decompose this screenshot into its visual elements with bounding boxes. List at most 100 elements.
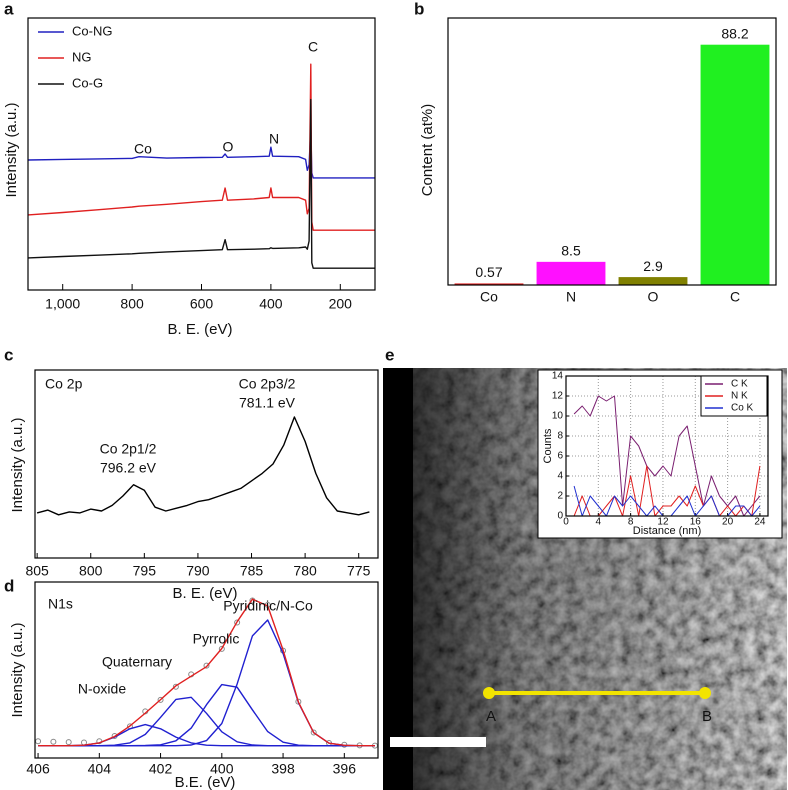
data-point: [203, 662, 210, 669]
annotation: C: [308, 39, 318, 55]
x-tick-label: O: [648, 289, 659, 305]
y-tick-label: 8: [557, 431, 563, 442]
x-tick-label: 600: [190, 296, 214, 312]
tem-edge: [383, 368, 413, 790]
x-tick-label: 8: [628, 517, 634, 528]
data-label: 2.9: [643, 258, 663, 274]
x-tick-label: 400: [210, 761, 234, 777]
annotation: Pyrrolic: [193, 631, 240, 647]
bar: [454, 283, 524, 285]
data-label: 88.2: [721, 25, 748, 41]
y-tick-label: 0: [557, 511, 563, 522]
annotation: Co 2p: [45, 376, 83, 392]
x-tick-label: 780: [293, 563, 317, 579]
x-tick-label: 0: [563, 517, 569, 528]
data-label: 8.5: [561, 243, 581, 259]
plot-frame: [27, 17, 376, 291]
legend-label: Co-G: [72, 75, 103, 90]
x-tick-label: 775: [347, 563, 371, 579]
plot-frame: [34, 369, 379, 559]
y-axis-label: Counts: [542, 428, 554, 463]
x-tick-label: 795: [133, 563, 157, 579]
panel: b Content (at%) 0.57 Co 8.5 N 2.9 O 88.2 C: [414, 0, 777, 305]
x-axis-label: Distance (nm): [633, 525, 701, 537]
annotation: B: [702, 708, 712, 725]
x-tick-label: 200: [329, 296, 353, 312]
annotation: N: [269, 131, 279, 147]
panel: c 805 800 795 790 785 780 775 B. E. (eV) Intensit…: [4, 345, 379, 602]
y-tick-label: 10: [552, 411, 564, 422]
x-tick-label: 800: [120, 296, 144, 312]
y-tick-label: 6: [557, 451, 563, 462]
panel-letter: c: [4, 345, 13, 364]
data-point: [295, 698, 302, 705]
y-tick-label: 14: [552, 371, 564, 382]
x-axis-label: B.E. (eV): [175, 774, 236, 790]
x-tick-label: 1,000: [45, 296, 80, 312]
annotation: A: [486, 708, 496, 725]
data-point: [234, 619, 241, 626]
x-tick-label: 16: [690, 517, 702, 528]
x-tick-label: N: [566, 289, 576, 305]
series-line: [38, 723, 375, 747]
annotation: 781.1 eV: [239, 395, 296, 411]
series-line: [573, 395, 761, 517]
annotation: 796.2 eV: [100, 460, 157, 476]
data-point: [172, 683, 179, 690]
data-point: [50, 738, 57, 745]
plot-frame: [447, 17, 777, 286]
annotation: Co 2p3/2: [239, 376, 296, 392]
data-point: [157, 696, 164, 703]
annotation: Co 2p1/2: [100, 441, 157, 457]
annotation: O: [223, 139, 234, 155]
panel: d 406 404 402 400 398 396 B.E. (eV) Intensity (a…: [4, 576, 379, 790]
legend-label: Co-NG: [72, 23, 112, 38]
plot-frame: [34, 581, 379, 759]
y-axis-label: Intensity (a.u.): [9, 622, 26, 717]
x-tick-label: 790: [186, 563, 210, 579]
annotation: Co: [134, 141, 152, 157]
y-axis-label: Content (at%): [419, 104, 436, 197]
panel-letter: b: [414, 0, 424, 18]
x-tick-label: 785: [240, 563, 264, 579]
legend-label: Co K: [731, 403, 754, 414]
bar: [700, 44, 770, 286]
series-line: [27, 126, 375, 179]
annotation: Quaternary: [102, 654, 172, 670]
x-tick-label: 402: [149, 761, 173, 777]
series-line: [27, 98, 375, 269]
point-a: [483, 687, 495, 699]
series-line: [36, 416, 370, 516]
bar: [536, 261, 606, 285]
bar: [618, 277, 688, 285]
panel-letter: d: [4, 576, 14, 595]
x-tick-label: 20: [722, 517, 734, 528]
y-tick-label: 12: [552, 391, 564, 402]
y-tick-label: 4: [557, 471, 563, 482]
y-axis-label: Intensity (a.u.): [9, 417, 26, 512]
y-tick-label: 2: [557, 491, 563, 502]
x-tick-label: 396: [333, 761, 357, 777]
annotation: Pyridinic/N-Co: [223, 598, 313, 614]
plot-frame: [565, 375, 769, 517]
x-axis-label: B. E. (eV): [167, 321, 232, 338]
x-tick-label: 800: [79, 563, 103, 579]
legend-label: NG: [72, 49, 92, 64]
panel-letter: a: [4, 0, 14, 18]
x-tick-label: 398: [271, 761, 295, 777]
annotation: N-oxide: [78, 681, 126, 697]
legend-label: N K: [731, 391, 748, 402]
x-tick-label: 12: [657, 517, 669, 528]
panel: a 1,000 800 600 400 200 B. E. (eV) Intensity (a…: [3, 0, 376, 338]
data-point: [65, 739, 72, 746]
legend-label: C K: [731, 379, 748, 390]
x-tick-label: Co: [480, 289, 498, 305]
x-tick-label: 400: [259, 296, 283, 312]
annotation: N1s: [48, 596, 73, 612]
data-point: [310, 729, 317, 736]
series-line: [38, 598, 375, 747]
series-line: [573, 465, 761, 517]
x-axis-label: B. E. (eV): [172, 585, 237, 602]
